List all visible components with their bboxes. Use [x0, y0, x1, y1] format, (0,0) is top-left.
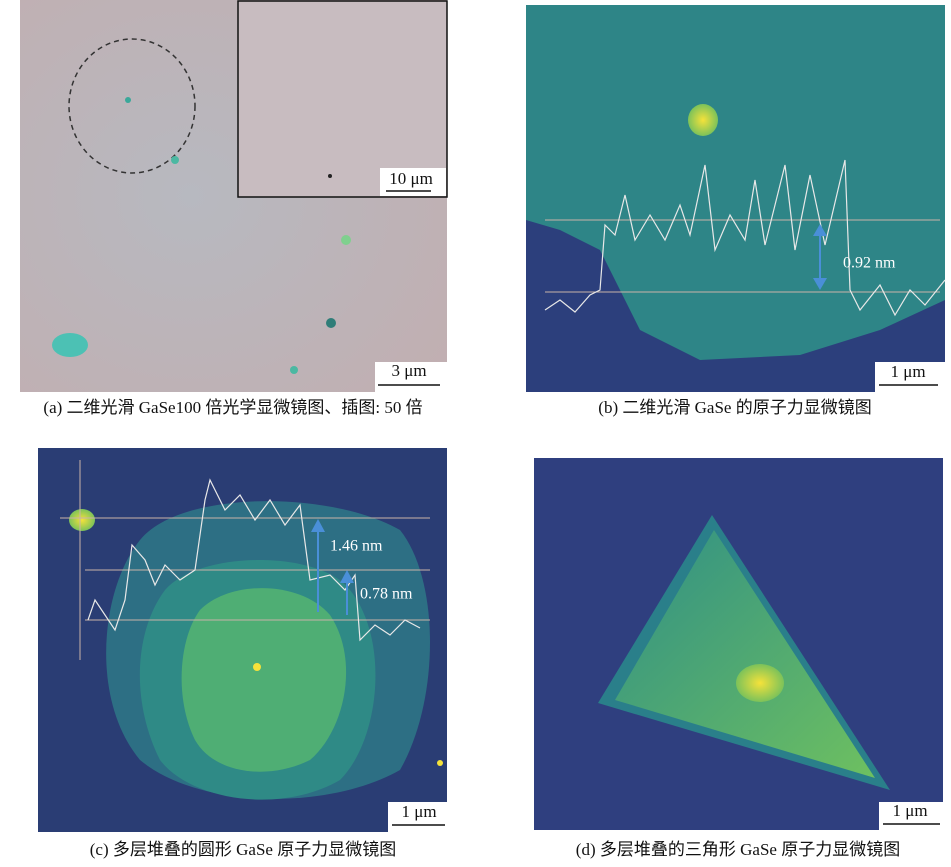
- scale-label: 1 μm: [892, 801, 927, 820]
- particle: [171, 156, 179, 164]
- caption: (d) 多层堆叠的三角形 GaSe 原子力显微镜图: [576, 840, 900, 859]
- particle: [52, 333, 88, 357]
- particle: [736, 664, 784, 702]
- figure: 10 μm 3 μm (a) 二维光滑 GaSe100 倍光学显微镜图、插图: …: [0, 0, 951, 867]
- particle: [253, 663, 261, 671]
- inset-image: [238, 1, 447, 197]
- particle: [290, 366, 298, 374]
- height-annotation: 0.78 nm: [360, 586, 413, 603]
- scale-label: 1 μm: [401, 802, 436, 821]
- layer-3: [182, 588, 346, 772]
- particle: [437, 760, 443, 766]
- particle: [326, 318, 336, 328]
- caption: (c) 多层堆叠的圆形 GaSe 原子力显微镜图: [90, 840, 396, 859]
- particle: [688, 104, 718, 136]
- particle: [328, 174, 332, 178]
- particle: [69, 509, 95, 531]
- particle: [341, 235, 351, 245]
- particle: [125, 97, 131, 103]
- panel-c: 1.46 nm 0.78 nm 1 μm (c) 多层堆叠的圆形 GaSe 原子…: [38, 448, 447, 859]
- caption: (a) 二维光滑 GaSe100 倍光学显微镜图、插图: 50 倍: [43, 398, 422, 417]
- scale-label: 1 μm: [890, 362, 925, 381]
- height-annotation: 0.92 nm: [843, 255, 896, 272]
- panel-d: 1 μm (d) 多层堆叠的三角形 GaSe 原子力显微镜图: [534, 458, 943, 859]
- panel-a: 10 μm 3 μm (a) 二维光滑 GaSe100 倍光学显微镜图、插图: …: [20, 0, 447, 417]
- height-annotation: 1.46 nm: [330, 538, 383, 555]
- inset-scale-label: 10 μm: [389, 169, 433, 188]
- panel-b: 0.92 nm 1 μm (b) 二维光滑 GaSe 的原子力显微镜图: [526, 5, 945, 417]
- scale-label: 3 μm: [391, 361, 426, 380]
- caption: (b) 二维光滑 GaSe 的原子力显微镜图: [598, 398, 871, 417]
